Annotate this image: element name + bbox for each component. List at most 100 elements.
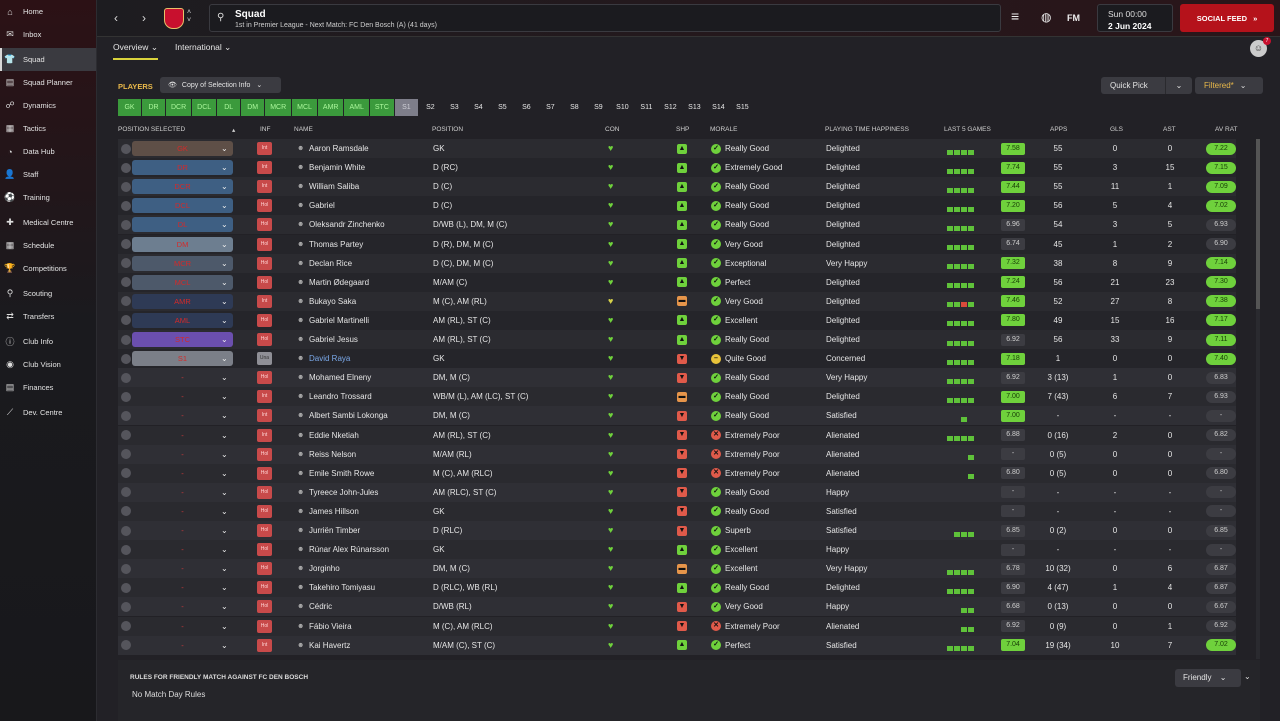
position-chip-aml[interactable]: AML bbox=[344, 99, 369, 116]
player-name[interactable]: William Saliba bbox=[309, 182, 360, 192]
menu-icon[interactable]: ≡ bbox=[1011, 8, 1020, 24]
set-chip-s15[interactable]: S15 bbox=[736, 104, 749, 111]
table-row[interactable]: S1 ⌄ Una ☻ David Raya GK ♥ ▼ – Quite Good Concerne… bbox=[118, 349, 1236, 369]
chevron-down-icon[interactable]: ⌄ bbox=[221, 354, 228, 364]
chevron-down-icon[interactable]: ⌄ bbox=[221, 621, 228, 631]
select-radio[interactable] bbox=[121, 162, 131, 173]
position-selected-dropdown[interactable]: - bbox=[181, 564, 184, 574]
player-name[interactable]: Declan Rice bbox=[309, 258, 353, 268]
select-radio[interactable] bbox=[121, 277, 131, 288]
position-chip-dcl[interactable]: DCL bbox=[192, 99, 217, 116]
select-radio[interactable] bbox=[121, 525, 131, 536]
chevron-down-icon[interactable]: ⌄ bbox=[221, 201, 228, 211]
table-row[interactable]: - ⌄ Hol ☻ Cédric D/WB (RL) ♥ ▼ ✓ Very Good Happy 6.… bbox=[118, 597, 1236, 617]
set-chip-s3[interactable]: S3 bbox=[450, 104, 459, 111]
table-row[interactable]: - ⌄ Hol ☻ Reiss Nelson M/AM (RL) ♥ ▼ ✕ Extremely … bbox=[118, 444, 1236, 464]
position-selected-dropdown[interactable]: AML bbox=[132, 312, 233, 328]
sidebar-item-competitions[interactable]: 🏆 Competitions bbox=[0, 257, 96, 280]
select-radio[interactable] bbox=[121, 601, 131, 612]
player-name[interactable]: Oleksandr Zinchenko bbox=[309, 220, 385, 230]
player-name[interactable]: Jorginho bbox=[309, 564, 340, 574]
select-radio[interactable] bbox=[121, 258, 131, 269]
player-name[interactable]: Eddie Nketiah bbox=[309, 430, 359, 440]
col-inf[interactable]: INF bbox=[260, 126, 271, 133]
select-radio[interactable] bbox=[121, 353, 131, 364]
select-radio[interactable] bbox=[121, 506, 131, 517]
table-row[interactable]: DCL ⌄ Hol ☻ Gabriel D (C) ♥ ▲ ✓ Really Good Deligh… bbox=[118, 196, 1236, 216]
player-name[interactable]: David Raya bbox=[309, 354, 351, 364]
tab-overview[interactable]: Overview ⌄ bbox=[113, 42, 158, 60]
position-selected-dropdown[interactable]: - bbox=[181, 468, 184, 478]
sidebar-item-squad-planner[interactable]: ▤ Squad Planner bbox=[0, 71, 96, 94]
position-selected-dropdown[interactable]: - bbox=[181, 506, 184, 516]
chevron-down-icon[interactable]: ⌄ bbox=[221, 526, 228, 535]
set-chip-s12[interactable]: S12 bbox=[664, 104, 677, 111]
position-selected-dropdown[interactable]: - bbox=[181, 487, 184, 497]
position-selected-dropdown[interactable]: - bbox=[181, 526, 184, 535]
player-name[interactable]: Cédric bbox=[309, 602, 333, 612]
position-selected-dropdown[interactable]: AMR bbox=[132, 293, 233, 309]
position-chip-stc[interactable]: STC bbox=[369, 99, 394, 116]
player-name[interactable]: Aaron Ramsdale bbox=[309, 144, 369, 153]
player-name[interactable]: Tyreece John-Jules bbox=[309, 487, 379, 497]
chevron-down-icon[interactable]: ⌄ bbox=[221, 411, 228, 421]
chevron-down-icon[interactable]: ⌄ bbox=[221, 430, 228, 440]
position-chip-dl[interactable]: DL bbox=[217, 99, 241, 116]
filter-dropdown[interactable]: Filtered* ⌄ bbox=[1195, 77, 1263, 94]
table-row[interactable]: - ⌄ Hol ☻ James Hillson GK ♥ ▼ ✓ Really Good Satis… bbox=[118, 501, 1236, 521]
position-selected-dropdown[interactable]: DM bbox=[132, 236, 233, 252]
table-row[interactable]: - ⌄ Hol ☻ Jorginho DM, M (C) ♥ ▬ ✓ Excellent Very … bbox=[118, 559, 1236, 579]
set-chip-s9[interactable]: S9 bbox=[594, 104, 603, 111]
rules-expand-chevron-icon[interactable]: ⌄ bbox=[1244, 672, 1251, 681]
set-chip-s2[interactable]: S2 bbox=[426, 104, 435, 111]
select-radio[interactable] bbox=[121, 487, 131, 498]
position-selected-dropdown[interactable]: - bbox=[181, 373, 184, 383]
back-arrow-icon[interactable]: ‹ bbox=[114, 11, 118, 25]
position-selected-dropdown[interactable]: - bbox=[181, 411, 184, 421]
player-name[interactable]: Gabriel bbox=[309, 201, 335, 211]
table-row[interactable]: - ⌄ Hol ☻ Emile Smith Rowe M (C), AM (RLC) ♥ ▼ ✕… bbox=[118, 463, 1236, 483]
player-name[interactable]: Fábio Vieira bbox=[309, 621, 352, 631]
sidebar-item-transfers[interactable]: ⇄ Transfers bbox=[0, 305, 96, 328]
table-row[interactable]: - ⌄ Hol ☻ Takehiro Tomiyasu D (RLC), WB (RL) ♥… bbox=[118, 578, 1236, 598]
chevron-down-icon[interactable]: ⌄ bbox=[221, 144, 228, 153]
select-radio[interactable] bbox=[121, 391, 131, 402]
table-row[interactable]: MCL ⌄ Hol ☻ Martin Ødegaard M/AM (C) ♥ ▲ ✓ Perfec… bbox=[118, 272, 1236, 292]
col-name[interactable]: NAME bbox=[294, 126, 313, 133]
position-selected-dropdown[interactable]: - bbox=[181, 583, 184, 593]
position-selected-dropdown[interactable]: - bbox=[181, 392, 184, 402]
select-radio[interactable] bbox=[121, 640, 131, 651]
player-name[interactable]: Thomas Partey bbox=[309, 239, 364, 249]
select-radio[interactable] bbox=[121, 239, 131, 249]
chevron-down-icon[interactable]: ⌄ bbox=[221, 506, 228, 516]
select-radio[interactable] bbox=[121, 315, 131, 326]
chevron-down-icon[interactable]: ⌄ bbox=[221, 468, 228, 478]
select-radio[interactable] bbox=[121, 372, 131, 383]
scrollbar-thumb[interactable] bbox=[1256, 139, 1260, 309]
player-name[interactable]: Takehiro Tomiyasu bbox=[309, 583, 376, 593]
sidebar-item-home[interactable]: ⌂ Home bbox=[0, 0, 96, 23]
col-con[interactable]: CON bbox=[605, 126, 620, 133]
table-row[interactable]: - ⌄ Hol ☻ Fábio Vieira M (C), AM (RLC) ♥ ▼ ✕ Extr… bbox=[118, 616, 1236, 636]
sidebar-item-club-info[interactable]: ⓘ Club Info bbox=[0, 330, 96, 353]
friendly-dropdown[interactable]: Friendly ⌄ bbox=[1175, 669, 1241, 687]
player-name[interactable]: Bukayo Saka bbox=[309, 296, 357, 306]
sidebar-item-data-hub[interactable]: ◔ Data Hub bbox=[0, 140, 96, 163]
set-chip-s8[interactable]: S8 bbox=[570, 104, 579, 111]
select-radio[interactable] bbox=[121, 410, 131, 421]
sort-asc-icon[interactable]: ▴ bbox=[232, 127, 236, 134]
player-name[interactable]: Jurriën Timber bbox=[309, 526, 361, 535]
table-row[interactable]: - ⌄ Int ☻ Albert Sambi Lokonga DM, M (C) ♥ ▼ ✓ Re… bbox=[118, 406, 1236, 426]
table-row[interactable]: - ⌄ Int ☻ Kai Havertz M/AM (C), ST (C) ♥ ▲ ✓ Perf… bbox=[118, 635, 1236, 655]
sidebar-item-training[interactable]: ⚽ Training bbox=[0, 186, 96, 209]
col-gls[interactable]: GLS bbox=[1110, 126, 1124, 133]
table-row[interactable]: - ⌄ Int ☻ Leandro Trossard WB/M (L), AM (LC),… bbox=[118, 387, 1236, 407]
fm-logo-icon[interactable]: FM bbox=[1067, 13, 1080, 23]
set-chip-s10[interactable]: S10 bbox=[616, 104, 629, 111]
chevron-down-icon[interactable]: ⌄ bbox=[221, 182, 228, 192]
position-chip-mcr[interactable]: MCR bbox=[265, 99, 292, 116]
selection-info-dropdown[interactable]: 👁 Copy of Selection Info ⌄ bbox=[160, 77, 281, 93]
position-chip-amr[interactable]: AMR bbox=[317, 99, 344, 116]
table-row[interactable]: AMR ⌄ Int ☻ Bukayo Saka M (C), AM (RL) ♥ ▬ ✓ Very… bbox=[118, 291, 1236, 311]
sidebar-item-schedule[interactable]: ▦ Schedule bbox=[0, 234, 96, 257]
